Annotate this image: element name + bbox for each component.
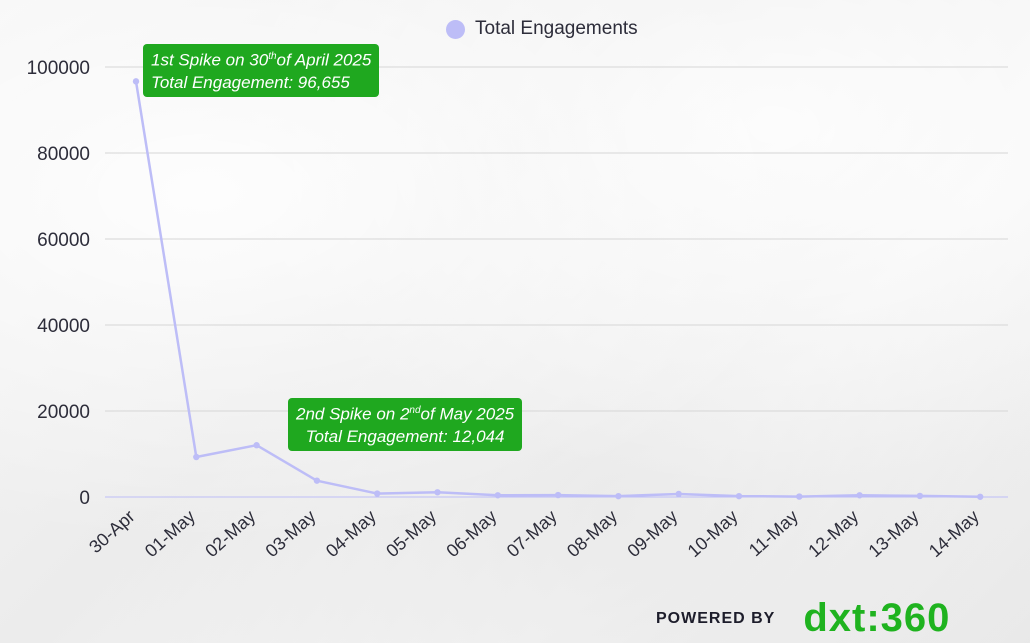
data-point <box>675 490 682 498</box>
x-tick-label: 06-May <box>442 506 500 561</box>
chart-legend[interactable]: Total Engagements <box>446 18 638 40</box>
data-point <box>434 489 441 496</box>
data-point <box>856 492 863 499</box>
y-tick-label: 80000 <box>37 144 90 165</box>
data-point <box>253 442 260 449</box>
x-tick-label: 13-May <box>865 506 923 561</box>
legend-marker-icon <box>446 19 465 39</box>
dxt360-logo[interactable]: dxt:360 <box>803 596 951 640</box>
x-tick-label: 07-May <box>503 506 561 561</box>
annotation-second-spike-line1: 2nd Spike on 2ndof May 2025 <box>296 404 515 424</box>
data-point <box>735 492 743 500</box>
x-tick-label: 02-May <box>201 506 259 561</box>
x-tick-label: 12-May <box>804 506 862 561</box>
x-tick-label: 03-May <box>262 506 320 561</box>
x-tick-label: 01-May <box>141 506 199 561</box>
data-point <box>494 492 501 499</box>
x-tick-label: 08-May <box>563 506 621 561</box>
annotation-second-spike: 2nd Spike on 2ndof May 2025 Total Engage… <box>288 398 523 451</box>
legend-label: Total Engagements <box>475 18 638 39</box>
x-tick-label: 10-May <box>684 506 742 561</box>
annotation-first-spike: 1st Spike on 30thof April 2025 Total Eng… <box>143 44 380 97</box>
x-tick-label: 05-May <box>382 506 440 561</box>
x-tick-label: 14-May <box>925 506 983 561</box>
data-point <box>554 491 562 499</box>
data-point <box>132 78 140 85</box>
data-point <box>313 477 321 484</box>
x-tick-label: 09-May <box>623 506 681 561</box>
y-tick-label: 100000 <box>27 58 90 79</box>
annotation-first-spike-line2: Total Engagement: 96,655 <box>151 72 350 92</box>
x-tick-label: 04-May <box>322 506 380 561</box>
data-point <box>977 493 984 500</box>
y-tick-label: 20000 <box>37 402 90 423</box>
y-tick-label: 0 <box>79 488 90 509</box>
x-tick-label: 11-May <box>745 506 802 560</box>
y-tick-label: 40000 <box>37 316 90 337</box>
x-tick-label: 30-Apr <box>85 506 139 557</box>
powered-by-label: POWERED BY <box>656 609 776 627</box>
y-tick-label: 60000 <box>37 230 90 251</box>
data-point <box>615 492 622 500</box>
data-point <box>374 490 381 497</box>
footer: POWERED BY dxt:360 <box>656 596 950 641</box>
data-point <box>796 493 803 500</box>
data-point <box>916 492 924 500</box>
annotation-second-spike-line2: Total Engagement: 12,044 <box>305 426 505 446</box>
data-point <box>193 453 200 461</box>
annotation-first-spike-line1: 1st Spike on 30thof April 2025 <box>151 50 372 70</box>
series-line <box>134 81 981 499</box>
